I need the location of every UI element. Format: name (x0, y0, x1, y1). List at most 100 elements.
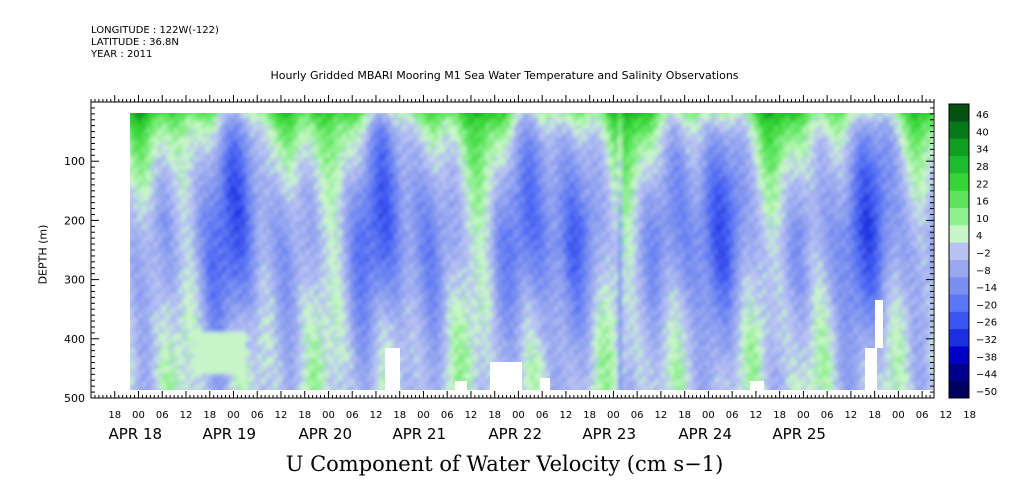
heat-cell (310, 137, 314, 141)
heat-cell (162, 145, 166, 149)
heat-cell (226, 305, 230, 309)
heat-cell (198, 289, 202, 293)
heat-cell (186, 217, 190, 221)
heat-cell (346, 169, 350, 173)
heat-cell (270, 273, 274, 277)
heat-cell (182, 265, 186, 269)
heat-cell (202, 277, 206, 281)
heat-cell (198, 117, 202, 121)
heat-cell (358, 141, 362, 145)
heat-cell (310, 257, 314, 261)
heat-cell (150, 193, 154, 197)
heat-cell (186, 185, 190, 189)
heat-cell (230, 125, 234, 129)
heat-cell (178, 321, 182, 325)
heat-cell (270, 289, 274, 293)
heat-cell (386, 133, 390, 137)
heat-cell (218, 117, 222, 121)
heat-cell (166, 293, 170, 297)
heat-cell (374, 273, 378, 277)
heat-cell (334, 169, 338, 173)
heat-cell (378, 385, 382, 389)
heat-cell (162, 313, 166, 317)
heat-cell (386, 177, 390, 181)
heat-cell (390, 225, 394, 229)
heat-cell (358, 121, 362, 125)
heat-cell (338, 129, 342, 133)
heat-cell (154, 261, 158, 265)
heat-cell (370, 161, 374, 165)
heat-cell (290, 313, 294, 317)
heat-cell (158, 217, 162, 221)
heat-cell (318, 125, 322, 129)
heat-cell (202, 137, 206, 141)
heat-cell (170, 301, 174, 305)
heat-cell (142, 317, 146, 321)
heat-cell (298, 305, 302, 309)
heat-cell (162, 193, 166, 197)
heat-cell (190, 245, 194, 249)
heat-cell (218, 169, 222, 173)
heat-cell (130, 201, 134, 205)
heat-cell (338, 309, 342, 313)
heat-cell (138, 221, 142, 225)
heat-cell (138, 205, 142, 209)
heat-cell (366, 381, 370, 385)
heat-cell (142, 225, 146, 229)
heat-cell (270, 129, 274, 133)
heat-cell (318, 129, 322, 133)
heat-cell (258, 157, 262, 161)
heat-cell (214, 141, 218, 145)
heat-cell (334, 297, 338, 301)
heat-cell (186, 209, 190, 213)
heat-cell (202, 161, 206, 165)
heat-cell (338, 389, 342, 390)
heat-cell (266, 129, 270, 133)
heat-cell (242, 117, 246, 121)
heat-cell (138, 373, 142, 377)
heat-cell (234, 301, 238, 305)
heat-cell (246, 357, 250, 361)
heat-cell (246, 193, 250, 197)
heat-cell (310, 129, 314, 133)
heat-cell (130, 377, 134, 381)
heat-cell (170, 257, 174, 261)
heat-cell (242, 185, 246, 189)
heat-cell (270, 305, 274, 309)
heat-cell (394, 241, 398, 245)
heat-cell (182, 205, 186, 209)
heat-cell (194, 129, 198, 133)
heat-cell (374, 189, 378, 193)
heat-cell (190, 133, 194, 137)
heat-cell (278, 161, 282, 165)
heat-cell (138, 309, 142, 313)
heat-cell (266, 365, 270, 369)
heat-cell (302, 185, 306, 189)
heat-cell (306, 149, 310, 153)
heat-cell (266, 345, 270, 349)
heat-cell (386, 237, 390, 241)
heat-cell (366, 181, 370, 185)
heat-cell (162, 321, 166, 325)
heat-cell (402, 137, 406, 141)
heat-cell (162, 213, 166, 217)
heat-cell (126, 241, 130, 245)
heat-cell (154, 265, 158, 269)
heat-cell (298, 353, 302, 357)
heat-cell (138, 321, 142, 325)
heat-cell (222, 301, 226, 305)
heat-cell (274, 129, 278, 133)
heat-cell (242, 217, 246, 221)
heat-cell (310, 237, 314, 241)
heat-cell (194, 181, 198, 185)
heat-cell (334, 173, 338, 177)
heat-cell (318, 369, 322, 373)
heat-cell (362, 385, 366, 389)
heat-cell (262, 313, 266, 317)
heat-cell (342, 165, 346, 169)
heat-cell (186, 245, 190, 249)
heat-cell (222, 381, 226, 385)
heat-cell (330, 265, 334, 269)
heat-cell (350, 389, 354, 390)
heat-cell (158, 289, 162, 293)
